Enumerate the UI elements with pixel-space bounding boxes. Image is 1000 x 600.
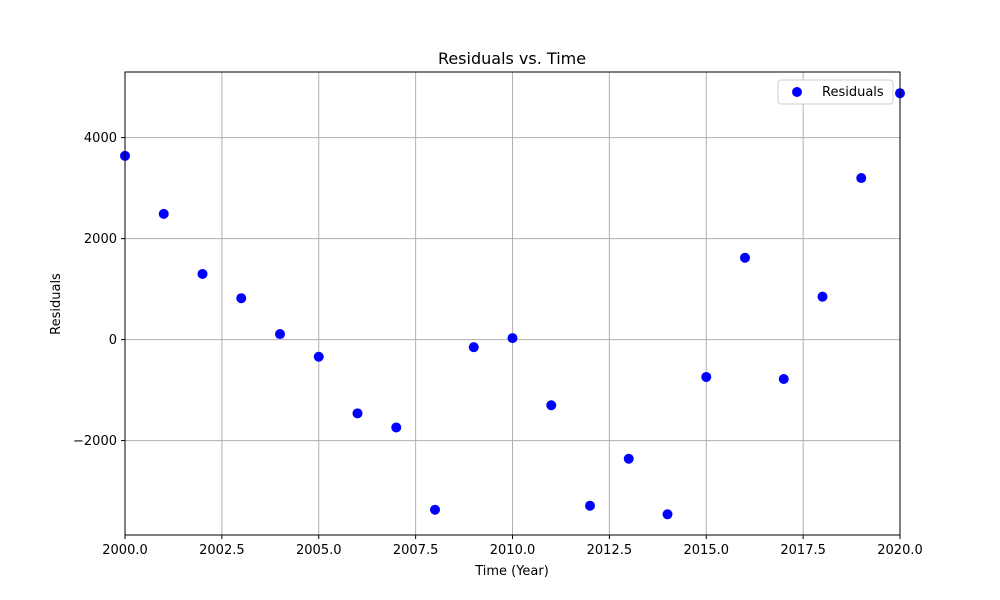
data-point bbox=[585, 500, 595, 511]
y-tick-label: 2000 bbox=[84, 232, 117, 247]
data-point bbox=[313, 351, 324, 362]
x-tick-label: 2007.5 bbox=[393, 543, 439, 558]
x-tick-label: 2017.5 bbox=[780, 543, 826, 558]
y-tick-label: −2000 bbox=[73, 434, 117, 449]
data-point bbox=[236, 293, 247, 304]
legend-label: Residuals bbox=[822, 85, 884, 100]
data-point bbox=[662, 509, 673, 520]
legend: Residuals bbox=[777, 79, 894, 105]
data-point bbox=[197, 268, 208, 279]
x-tick-label: 2020.0 bbox=[877, 543, 923, 558]
legend-marker bbox=[792, 87, 802, 97]
data-point bbox=[817, 291, 828, 302]
data-point bbox=[391, 422, 402, 433]
data-point bbox=[430, 504, 440, 515]
x-tick-label: 2010.0 bbox=[490, 543, 536, 558]
data-point bbox=[468, 342, 479, 353]
y-axis-ticks: −2000 0 2000 4000 bbox=[73, 131, 125, 449]
plot-frame bbox=[124, 71, 901, 536]
y-tick-label: 0 bbox=[109, 333, 117, 348]
data-point bbox=[623, 453, 634, 464]
x-axis-ticks: 2000.0 2002.5 2005.0 2007.5 2010.0 2012.5 2015… bbox=[102, 535, 923, 558]
data-point bbox=[778, 373, 789, 384]
data-point bbox=[701, 371, 712, 382]
y-tick-label: 4000 bbox=[84, 131, 117, 146]
x-tick-label: 2005.0 bbox=[296, 543, 342, 558]
data-point bbox=[158, 208, 169, 219]
y-axis-label: Residuals bbox=[49, 273, 64, 335]
data-point bbox=[352, 408, 363, 419]
x-tick-label: 2012.5 bbox=[587, 543, 633, 558]
data-point bbox=[856, 173, 867, 184]
x-tick-label: 2015.0 bbox=[684, 543, 730, 558]
legend-box bbox=[777, 79, 894, 105]
x-tick-label: 2000.0 bbox=[102, 543, 148, 558]
x-axis-label: Time (Year) bbox=[474, 564, 549, 579]
x-tick-label: 2002.5 bbox=[199, 543, 245, 558]
data-point bbox=[507, 333, 518, 344]
chart-title: Residuals vs. Time bbox=[438, 49, 586, 68]
data-points bbox=[120, 88, 905, 520]
data-point bbox=[275, 329, 285, 340]
data-point bbox=[546, 400, 557, 411]
data-point bbox=[740, 252, 750, 263]
